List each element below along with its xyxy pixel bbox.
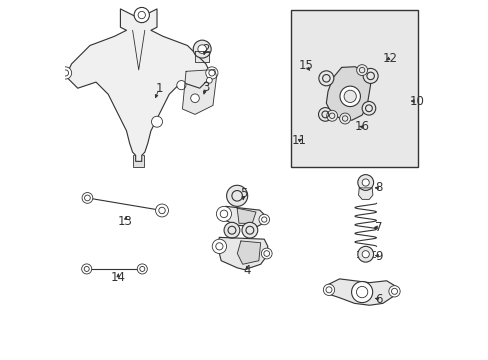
Circle shape <box>362 251 368 258</box>
Circle shape <box>206 77 212 83</box>
Text: 2: 2 <box>202 42 209 55</box>
Circle shape <box>81 264 92 274</box>
Polygon shape <box>182 69 216 114</box>
Text: 11: 11 <box>291 134 306 147</box>
Circle shape <box>155 204 168 217</box>
Polygon shape <box>237 241 260 264</box>
Polygon shape <box>65 9 211 161</box>
Text: 4: 4 <box>243 264 251 277</box>
Circle shape <box>323 284 334 296</box>
Text: 6: 6 <box>374 293 382 306</box>
Circle shape <box>344 90 356 103</box>
Circle shape <box>205 67 218 79</box>
Circle shape <box>339 86 360 107</box>
Circle shape <box>242 222 257 238</box>
Circle shape <box>362 102 375 115</box>
Text: 9: 9 <box>374 249 382 262</box>
Circle shape <box>318 71 333 86</box>
Circle shape <box>177 81 185 90</box>
Circle shape <box>339 113 350 124</box>
Circle shape <box>356 287 367 298</box>
Text: 7: 7 <box>374 221 382 234</box>
Polygon shape <box>327 279 395 305</box>
Circle shape <box>62 70 68 76</box>
Text: 14: 14 <box>111 271 125 284</box>
Text: 12: 12 <box>382 51 396 64</box>
Circle shape <box>193 40 211 58</box>
Polygon shape <box>358 188 372 199</box>
Polygon shape <box>225 206 265 227</box>
Circle shape <box>198 45 206 53</box>
Circle shape <box>357 246 373 262</box>
Text: 15: 15 <box>298 59 313 72</box>
Text: 8: 8 <box>374 181 382 194</box>
Circle shape <box>60 67 72 79</box>
Circle shape <box>151 116 162 127</box>
Circle shape <box>259 214 269 225</box>
Circle shape <box>212 239 226 253</box>
Circle shape <box>357 175 373 190</box>
Circle shape <box>208 70 214 76</box>
Circle shape <box>137 264 147 274</box>
Text: 1: 1 <box>155 82 163 95</box>
Bar <box>133 155 144 167</box>
Circle shape <box>216 206 231 221</box>
Circle shape <box>363 68 377 84</box>
Circle shape <box>134 8 149 23</box>
Polygon shape <box>325 67 370 120</box>
Circle shape <box>190 94 199 103</box>
Polygon shape <box>217 237 267 270</box>
Circle shape <box>362 179 368 186</box>
Text: 16: 16 <box>354 121 369 134</box>
Bar <box>290 10 418 167</box>
Text: 13: 13 <box>118 215 133 228</box>
Text: 3: 3 <box>202 81 209 94</box>
Polygon shape <box>195 51 209 62</box>
Circle shape <box>326 110 337 121</box>
Circle shape <box>356 65 367 76</box>
Circle shape <box>261 248 271 259</box>
Text: 10: 10 <box>408 95 423 108</box>
Circle shape <box>138 12 145 19</box>
Circle shape <box>318 108 331 121</box>
Text: 5: 5 <box>240 187 247 200</box>
Circle shape <box>82 193 93 203</box>
Circle shape <box>224 222 239 238</box>
Circle shape <box>351 282 372 303</box>
Circle shape <box>226 185 247 206</box>
Polygon shape <box>237 208 255 223</box>
Circle shape <box>388 286 399 297</box>
